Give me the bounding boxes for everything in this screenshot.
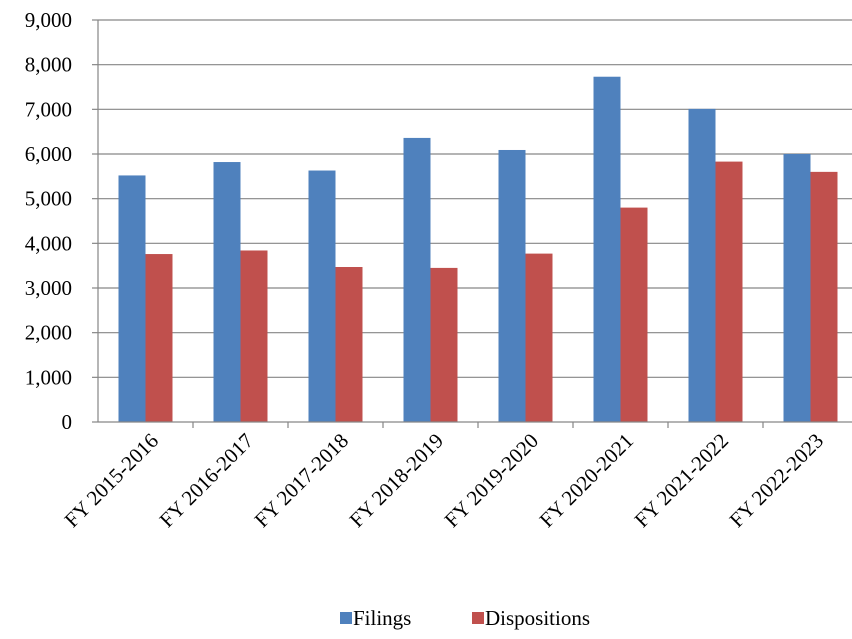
bar-filings	[593, 76, 621, 422]
y-tick-label: 7,000	[25, 97, 72, 121]
bar-filings	[213, 162, 241, 423]
bar-dispositions	[810, 171, 838, 422]
bar-dispositions	[620, 207, 648, 422]
y-tick-label: 5,000	[25, 187, 72, 211]
bar-filings	[498, 149, 526, 423]
y-tick-label: 3,000	[25, 276, 72, 300]
y-tick-label: 0	[62, 410, 73, 434]
legend-swatch-dispositions	[472, 612, 484, 624]
axes	[92, 19, 852, 428]
x-tick-label: FY 2017-2018	[250, 429, 353, 532]
x-tick-label: FY 2022-2023	[725, 429, 828, 532]
legend-label-filings: Filings	[353, 606, 411, 630]
y-tick-label: 6,000	[25, 142, 72, 166]
x-tick-label: FY 2018-2019	[345, 429, 448, 532]
x-tick-label: FY 2016-2017	[155, 429, 258, 532]
x-tick-label: FY 2015-2016	[60, 429, 163, 532]
y-tick-label: 9,000	[25, 8, 72, 32]
bar-dispositions	[240, 250, 268, 422]
x-tick-label: FY 2021-2022	[630, 429, 733, 532]
legend-label-dispositions: Dispositions	[485, 606, 590, 630]
bar-dispositions	[430, 267, 458, 422]
y-tick-label: 1,000	[25, 365, 72, 389]
bar-filings	[118, 175, 146, 422]
bar-filings	[783, 154, 811, 422]
y-tick-labels: 0 1,000 2,000 3,000 4,000 5,000 6,000 7,000 8,00…	[25, 8, 72, 434]
legend-swatch-filings	[340, 612, 352, 624]
bar-dispositions	[145, 254, 173, 422]
bar-filings	[688, 108, 716, 423]
bar-filings	[403, 137, 431, 423]
bar-dispositions	[715, 161, 743, 423]
x-tick-label: FY 2019-2020	[440, 429, 543, 532]
bar-dispositions	[335, 267, 363, 422]
bars	[118, 76, 838, 423]
bar-dispositions	[525, 253, 553, 422]
legend: Filings Dispositions	[340, 606, 590, 630]
bar-filings	[308, 170, 336, 422]
x-tick-label: FY 2020-2021	[535, 429, 638, 532]
y-tick-label: 4,000	[25, 231, 72, 255]
y-tick-label: 8,000	[25, 53, 72, 77]
y-tick-label: 2,000	[25, 321, 72, 345]
